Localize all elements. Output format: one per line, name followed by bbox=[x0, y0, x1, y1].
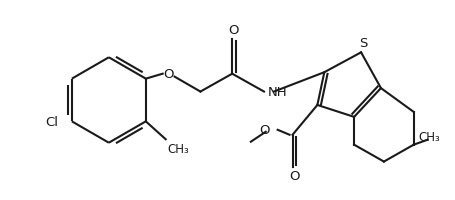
Text: NH: NH bbox=[268, 86, 287, 99]
Text: O: O bbox=[228, 24, 238, 37]
Text: CH₃: CH₃ bbox=[167, 142, 189, 155]
Text: Cl: Cl bbox=[45, 115, 58, 128]
Text: O: O bbox=[163, 68, 173, 81]
Text: S: S bbox=[358, 37, 366, 50]
Text: O: O bbox=[258, 124, 269, 137]
Text: CH₃: CH₃ bbox=[418, 131, 440, 144]
Text: O: O bbox=[288, 169, 299, 182]
